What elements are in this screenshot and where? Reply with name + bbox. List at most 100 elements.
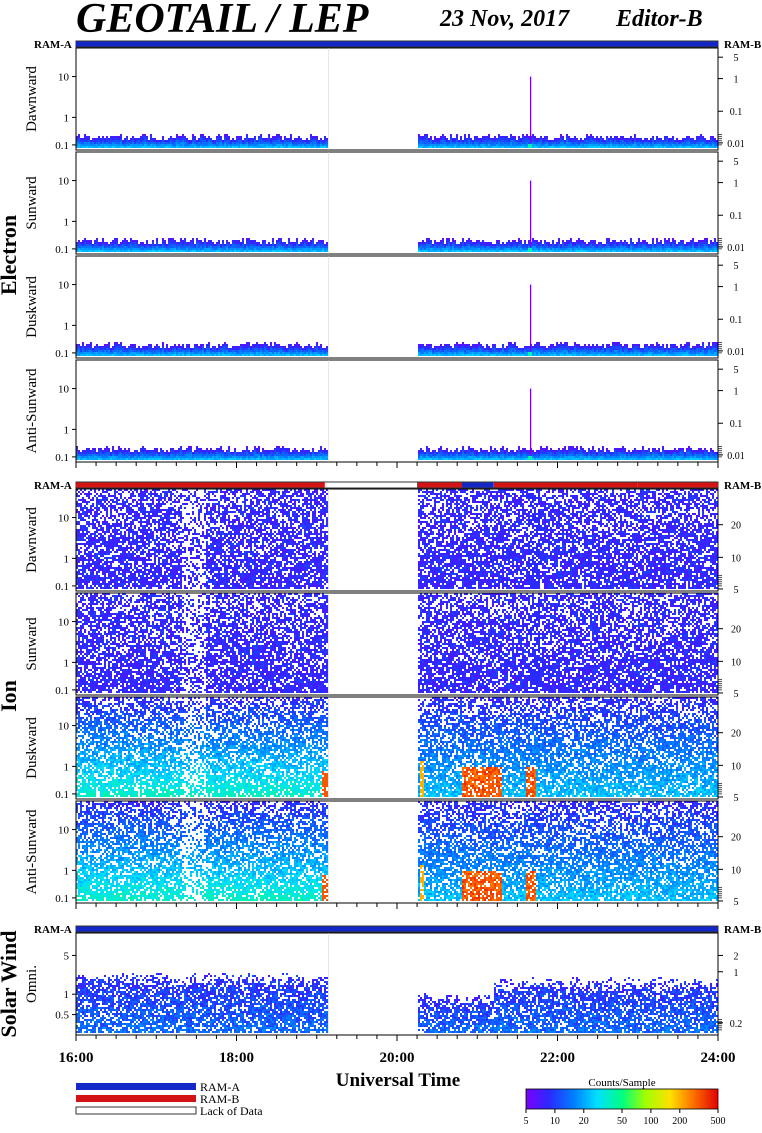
- colorbar-tick-label: 20: [579, 1116, 589, 1127]
- left-tick-label: 0.1: [55, 685, 69, 697]
- right-tick-label: 1: [734, 387, 739, 398]
- x-axis: 16:00 18:00 20:00 22:00 24:00: [59, 1050, 736, 1066]
- electron-group-label: Electron: [0, 215, 21, 295]
- ion-group-label: Ion: [0, 680, 21, 712]
- electron-time-ticks: [76, 462, 718, 468]
- legend-gap-swatch: [76, 1107, 196, 1114]
- right-tick-label: 0.1: [730, 315, 743, 326]
- right-tick-label: 5: [734, 365, 739, 376]
- right-tick-label: 5: [734, 689, 739, 700]
- x-tick-label: 24:00: [701, 1050, 736, 1066]
- panel-label: Duskward: [24, 276, 40, 338]
- right-tick-label: 0.1: [730, 211, 743, 222]
- legend-gap-label: Lack of Data: [200, 1104, 263, 1118]
- ion-ram-seg-1: [417, 483, 461, 488]
- right-tick-label: 1: [734, 968, 739, 979]
- left-tick-label: 0.1: [55, 452, 69, 464]
- x-tick-label: 18:00: [219, 1050, 254, 1066]
- left-tick-label: 1: [64, 553, 70, 565]
- electron-ram-bar: [76, 41, 718, 47]
- panel-background: [76, 256, 718, 358]
- left-tick-label: 0.1: [55, 244, 69, 256]
- colorbar-tick-label: 500: [711, 1116, 726, 1127]
- ram-legend: RAM-A RAM-B Lack of Data: [76, 1080, 263, 1118]
- panel-label: Omni.: [24, 965, 40, 1003]
- left-tick-label: 0.1: [55, 893, 69, 905]
- x-tick-label: 22:00: [540, 1050, 575, 1066]
- right-tick-label: 5: [734, 157, 739, 168]
- colorbar-gradient: [526, 1089, 718, 1109]
- right-tick-label: 0.01: [727, 347, 745, 358]
- solar-wind-group-label: Solar Wind: [0, 930, 21, 1037]
- ion-ram-left-label: RAM-A: [34, 480, 72, 492]
- left-tick-label: 10: [58, 721, 70, 733]
- right-tick-label: 5: [734, 793, 739, 804]
- ion-ram-seg-2: [461, 483, 493, 488]
- left-tick-label: 1: [64, 320, 70, 332]
- ion-time-ticks: [76, 903, 718, 909]
- panel-label: Anti-Sunward: [24, 809, 40, 894]
- panel-background: [76, 48, 718, 150]
- x-axis-label: Universal Time: [336, 1070, 460, 1091]
- x-tick-label: 16:00: [59, 1050, 94, 1066]
- left-tick-label: 1: [64, 989, 70, 1001]
- right-tick-label: 0.01: [727, 243, 745, 254]
- x-tick-label: 20:00: [380, 1050, 415, 1066]
- panel-label: Dawnward: [24, 507, 40, 573]
- right-tick-label: 5: [734, 585, 739, 596]
- right-tick-label: 0.1: [730, 419, 743, 430]
- right-tick-label: 10: [731, 761, 741, 772]
- panel-label: Sunward: [24, 617, 40, 671]
- colorbar-tick-label: 5: [524, 1116, 529, 1127]
- left-tick-label: 0.1: [55, 348, 69, 360]
- right-tick-label: 5: [734, 897, 739, 908]
- left-tick-label: 10: [58, 825, 70, 837]
- legend-ram-a-swatch: [76, 1083, 196, 1090]
- left-tick-label: 10: [58, 513, 70, 525]
- right-tick-label: 0.01: [727, 451, 745, 462]
- ion-ram-right-label: RAM-B: [724, 480, 762, 492]
- solar-wind-ram-right-label: RAM-B: [724, 924, 762, 936]
- electron-panel-duskward: Duskward 10 1 0.1 5 1 0.1 0.01: [24, 256, 745, 360]
- right-tick-label: 10: [731, 657, 741, 668]
- right-tick-label: 5: [734, 261, 739, 272]
- colorbar-title: Counts/Sample: [588, 1077, 655, 1089]
- right-tick-label: 0.1: [730, 107, 743, 118]
- electron-ram-right-label: RAM-B: [724, 39, 762, 51]
- left-tick-label: 0.5: [55, 1010, 69, 1022]
- right-tick-label: 10: [731, 865, 741, 876]
- left-tick-label: 1: [64, 761, 70, 773]
- left-tick-label: 10: [58, 617, 70, 629]
- right-tick-label: 2: [734, 951, 739, 962]
- right-tick-label: 1: [734, 179, 739, 190]
- panel-label: Sunward: [24, 176, 40, 230]
- left-tick-label: 1: [64, 657, 70, 669]
- left-tick-label: 10: [58, 280, 70, 292]
- right-tick-label: 1: [734, 283, 739, 294]
- ion-ram-seg-0: [76, 483, 325, 488]
- left-tick-label: 0.1: [55, 789, 69, 801]
- ion-ram-bar: [76, 482, 718, 488]
- plot-title: GEOTAIL / LEP: [76, 0, 369, 42]
- colorbar-tick-label: 100: [643, 1116, 658, 1127]
- solar-wind-ram-seg-0: [76, 927, 718, 932]
- right-tick-label: 5: [734, 53, 739, 64]
- left-tick-label: 10: [58, 72, 70, 84]
- ion-panel-duskward: Duskward 10 1 0.1 20 10 5: [24, 697, 741, 804]
- panel-label: Duskward: [24, 717, 40, 779]
- legend-ram-b-swatch: [76, 1095, 196, 1102]
- left-tick-label: 0.1: [55, 581, 69, 593]
- panel-background: [76, 360, 718, 462]
- electron-ram-seg-0: [76, 42, 718, 47]
- electron-ram-left-label: RAM-A: [34, 39, 72, 51]
- colorbar-tick-label: 10: [550, 1116, 560, 1127]
- right-tick-label: 20: [731, 729, 741, 740]
- right-tick-label: 20: [731, 833, 741, 844]
